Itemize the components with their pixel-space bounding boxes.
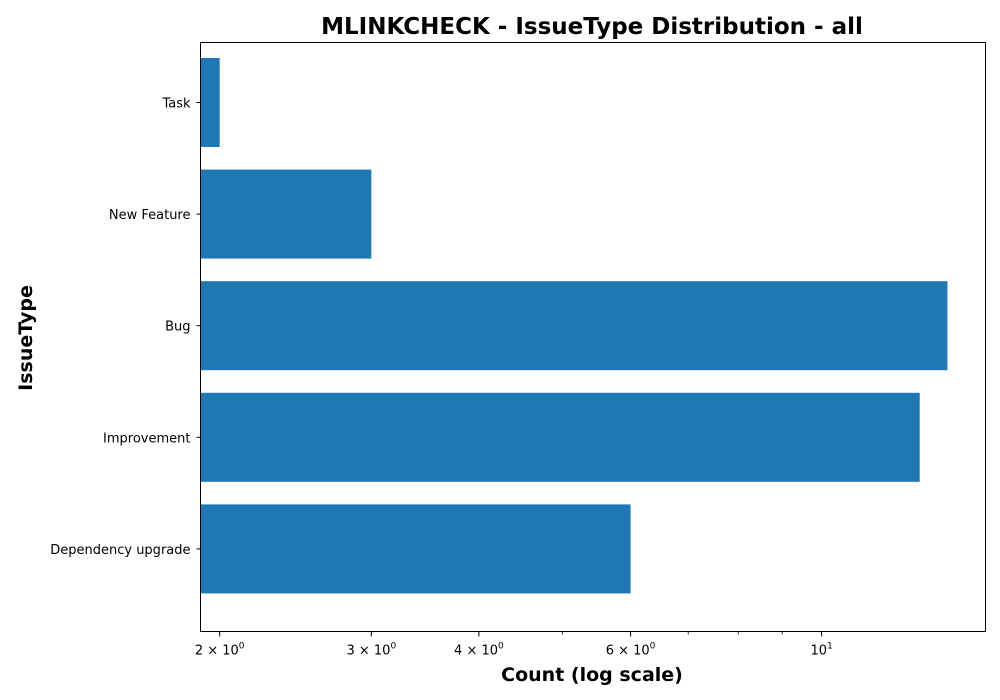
- ticks-layer: Dependency upgrade Improvement Bug New Feat…: [50, 97, 833, 659]
- x-tick-label: 6 × 100: [606, 642, 656, 659]
- x-tick-label: 3 × 100: [346, 642, 396, 659]
- y-tick-label: Improvement: [103, 431, 190, 446]
- x-axis-label: Count (log scale): [501, 664, 683, 686]
- y-tick-label: Bug: [165, 320, 190, 335]
- y-tick-label: New Feature: [109, 208, 191, 223]
- x-tick-label: 101: [810, 642, 832, 659]
- y-tick-label: Task: [161, 97, 191, 112]
- bar-task: [200, 58, 220, 147]
- bar-bug: [200, 281, 948, 371]
- chart-title: MLINKCHECK - IssueType Distribution - al…: [321, 14, 863, 40]
- plot-frame: [200, 42, 986, 632]
- bar-dependency-upgrade: [200, 504, 631, 594]
- x-tick-label: 4 × 100: [454, 642, 504, 659]
- x-tick-label: 2 × 100: [195, 642, 245, 659]
- bar-improvement: [200, 392, 920, 482]
- bars-layer: [200, 58, 948, 594]
- y-axis-label: IssueType: [15, 285, 37, 391]
- y-tick-label: Dependency upgrade: [50, 543, 190, 558]
- bar-new-feature: [200, 169, 372, 259]
